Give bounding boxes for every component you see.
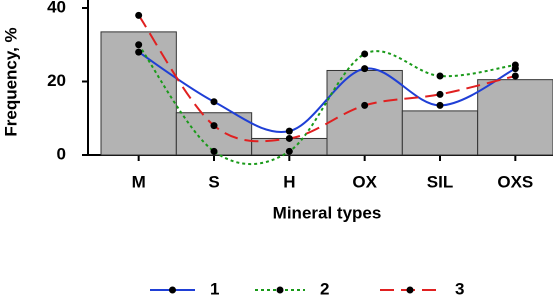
legend-marker (169, 286, 176, 294)
legend-marker (406, 286, 414, 294)
x-tick-label: OX (352, 172, 377, 191)
series-point (210, 98, 218, 106)
series-point (361, 50, 369, 58)
legend-marker (276, 286, 284, 294)
series-point (210, 147, 218, 155)
bar (477, 79, 553, 156)
bar (401, 110, 479, 156)
series-point (511, 72, 519, 80)
series-point (361, 65, 369, 73)
legend-label: 1 (210, 279, 219, 297)
series-point (135, 41, 143, 49)
x-tick-label: M (132, 172, 146, 191)
series-point (436, 90, 444, 98)
x-tick-label: S (208, 172, 219, 191)
legend-label: 3 (455, 279, 464, 297)
x-tick-label: SIL (427, 172, 453, 191)
series-point (135, 48, 143, 56)
x-axis-title: Mineral types (273, 203, 382, 222)
series-point (285, 147, 293, 155)
y-tick-label: 40 (47, 0, 66, 16)
series-line (137, 14, 516, 143)
x-tick-label: H (283, 172, 295, 191)
series-point (361, 101, 369, 109)
series-point (135, 11, 143, 19)
series-point (285, 127, 293, 135)
series-point (285, 134, 293, 142)
series-point (436, 101, 444, 109)
y-tick-label: 0 (57, 144, 66, 163)
y-axis-title: Frequency, % (1, 27, 20, 136)
series-point (210, 122, 218, 130)
y-tick-label: 20 (47, 71, 66, 90)
x-tick-label: OXS (497, 172, 533, 191)
legend-label: 2 (320, 279, 329, 297)
series-point (511, 61, 519, 69)
series-point (436, 72, 444, 80)
